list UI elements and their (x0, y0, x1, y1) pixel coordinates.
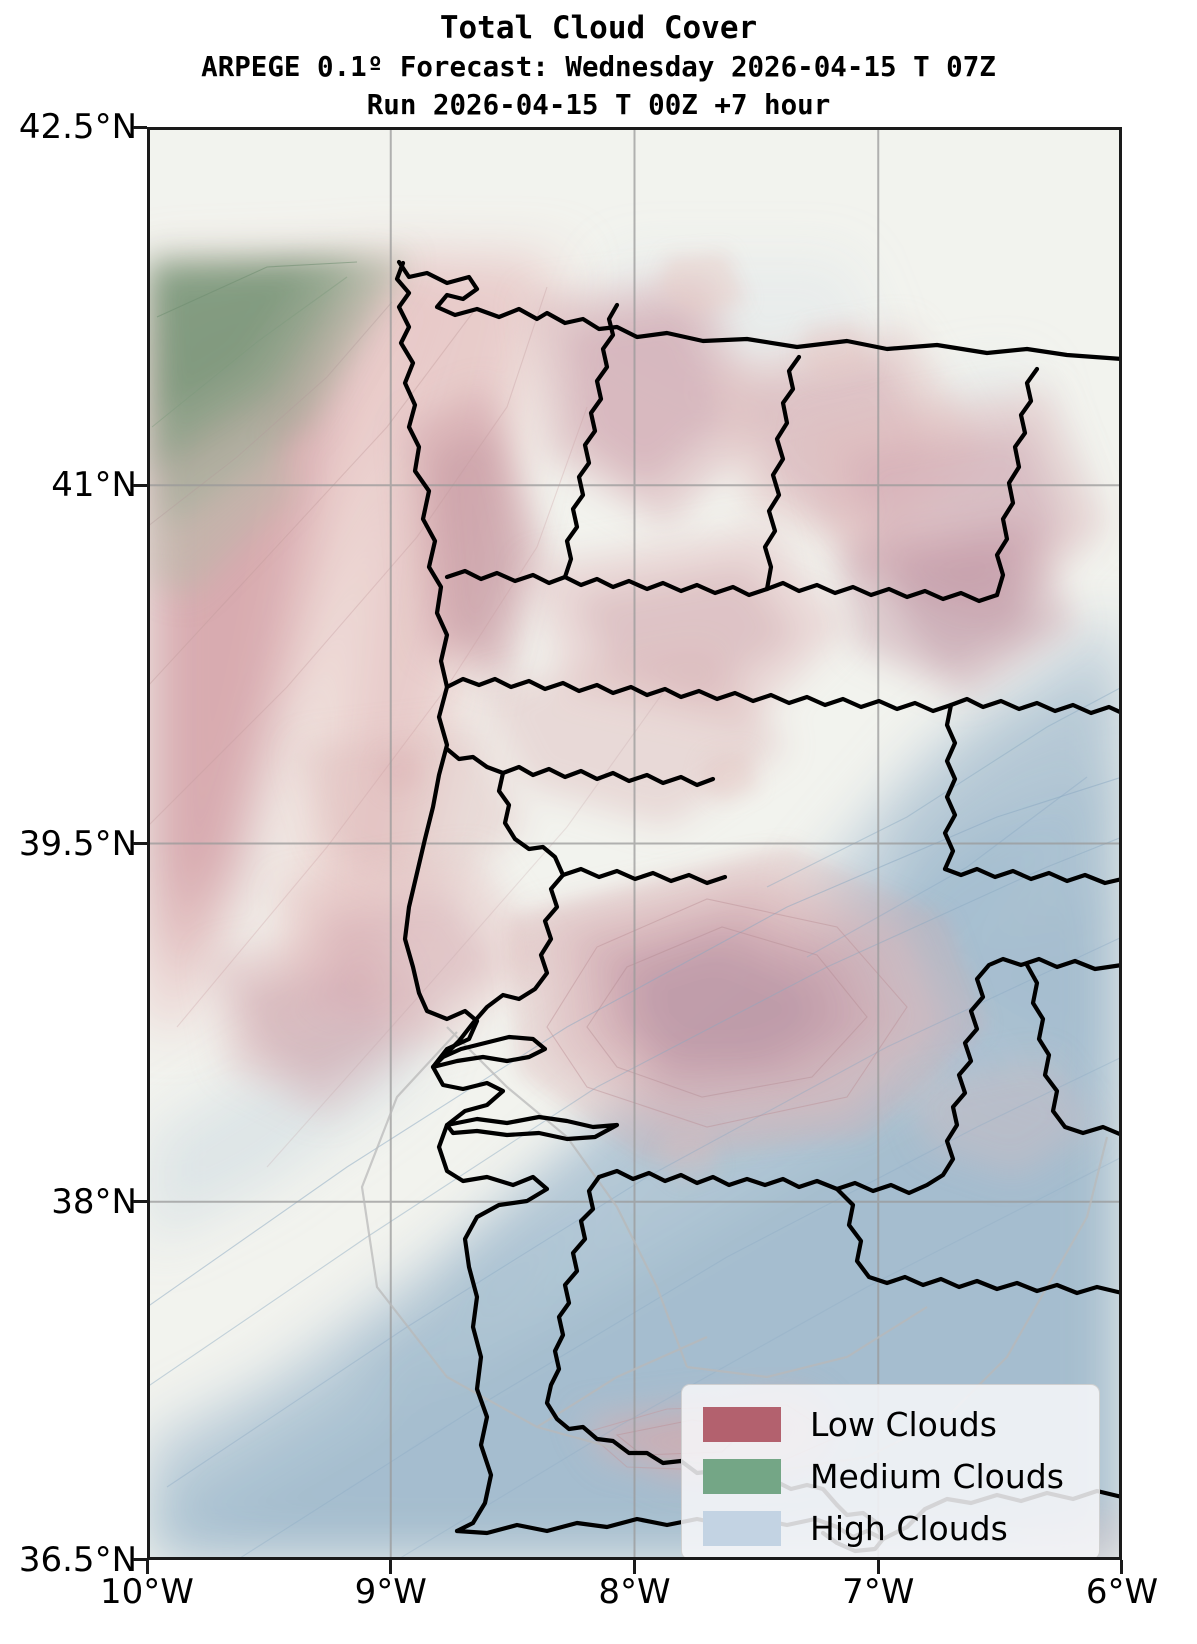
map-legend[interactable]: Low Clouds Medium Clouds High Clouds (681, 1384, 1100, 1560)
run-subtitle: Run 2026-04-15 T 00Z +7 hour (366, 89, 831, 121)
medium-cloud-field (147, 257, 407, 597)
xtick-mark-10w (146, 1560, 149, 1574)
xtick-mark-9w (389, 1560, 392, 1574)
ytick-label-41: 41°N (51, 465, 137, 506)
legend-swatch-high (703, 1510, 781, 1546)
xtick-label-6w: 6°W (1085, 1572, 1159, 1612)
figure-title-block: Total Cloud Cover ARPEGE 0.1º Forecast: … (0, 0, 1197, 124)
ytick-mark-41 (133, 484, 147, 487)
xtick-label-10w: 10°W (100, 1572, 194, 1612)
ytick-mark-36-5 (133, 1558, 147, 1561)
ytick-mark-39-5 (133, 842, 147, 845)
contour-lines (147, 261, 1122, 1560)
xtick-label-9w: 9°W (354, 1572, 427, 1612)
xtick-mark-7w (877, 1560, 880, 1574)
ytick-mark-42-5 (133, 126, 147, 129)
legend-item-low[interactable]: Low Clouds (682, 1398, 1099, 1450)
legend-item-high[interactable]: High Clouds (682, 1502, 1099, 1554)
xtick-label-7w: 7°W (842, 1572, 915, 1612)
legend-label-medium: Medium Clouds (810, 1456, 1064, 1496)
legend-swatch-low (703, 1406, 781, 1442)
ytick-label-36-5: 36.5°N (18, 1540, 137, 1580)
legend-swatch-medium (703, 1458, 781, 1494)
xtick-mark-6w (1120, 1560, 1123, 1574)
map-plot-area[interactable]: Low Clouds Medium Clouds High Clouds (147, 127, 1122, 1560)
map-canvas (147, 127, 1122, 1560)
legend-item-medium[interactable]: Medium Clouds (682, 1450, 1099, 1502)
ytick-label-38: 38°N (51, 1181, 137, 1222)
xtick-label-8w: 8°W (598, 1572, 671, 1612)
page-title: Total Cloud Cover (439, 10, 758, 46)
legend-label-low: Low Clouds (810, 1404, 997, 1444)
graticule (147, 127, 1122, 1560)
ytick-mark-38 (133, 1200, 147, 1203)
xtick-mark-8w (633, 1560, 636, 1574)
forecast-subtitle: ARPEGE 0.1º Forecast: Wednesday 2026-04-… (201, 51, 996, 83)
ytick-label-42-5: 42.5°N (18, 107, 137, 147)
ytick-label-39-5: 39.5°N (18, 823, 137, 864)
legend-label-high: High Clouds (810, 1508, 1008, 1548)
